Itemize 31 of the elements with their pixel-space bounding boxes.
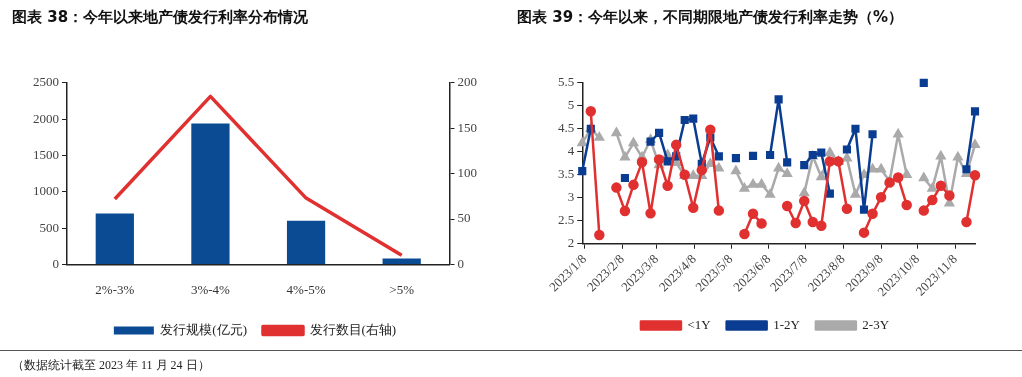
y-tick-label: 1500 xyxy=(33,146,59,162)
x-tick-label: >5% xyxy=(389,281,415,297)
text: （数据统计截至 2023 年 11 月 24 日） xyxy=(0,350,1022,377)
legend-label: 1-2Y xyxy=(773,316,801,332)
y-tick-label: 3 xyxy=(567,189,575,205)
y-tick-label: 3.5 xyxy=(558,166,575,182)
chart-title: 图表 38：今年以来地产债发行利率分布情况 xyxy=(12,7,310,28)
legend-label: 发行数目(右轴) xyxy=(309,321,397,337)
y2-tick-label: 150 xyxy=(457,119,477,135)
y-tick-label: 4.5 xyxy=(558,120,575,136)
y-tick-label: 2000 xyxy=(33,110,59,126)
y-tick-label: 0 xyxy=(52,255,59,271)
y-tick-label: 5.5 xyxy=(558,74,575,90)
y-tick-label: 5 xyxy=(567,97,575,113)
y-tick-label: 2 xyxy=(567,235,575,251)
chart-title: 图表 39：今年以来，不同期限地产债发行利率走势（%） xyxy=(517,7,905,28)
y2-tick-label: 50 xyxy=(457,210,471,226)
x-tick-label: 2%-3% xyxy=(95,281,135,297)
y-tick-label: 1000 xyxy=(33,183,59,199)
y-tick-label: 2.5 xyxy=(558,212,575,228)
y2-tick-label: 0 xyxy=(457,255,464,271)
x-tick-label: 3%-4% xyxy=(190,281,231,297)
y2-tick-label: 100 xyxy=(457,165,477,181)
y-tick-label: 500 xyxy=(39,219,59,235)
y2-tick-label: 200 xyxy=(457,74,477,90)
legend-label: 发行规模(亿元) xyxy=(160,321,248,337)
y-tick-label: 4 xyxy=(567,143,575,159)
y-tick-label: 2500 xyxy=(33,74,59,90)
legend-label: <1Y xyxy=(687,316,712,332)
legend-label: 2-3Y xyxy=(862,316,890,332)
x-tick-label: 4%-5% xyxy=(286,281,326,297)
